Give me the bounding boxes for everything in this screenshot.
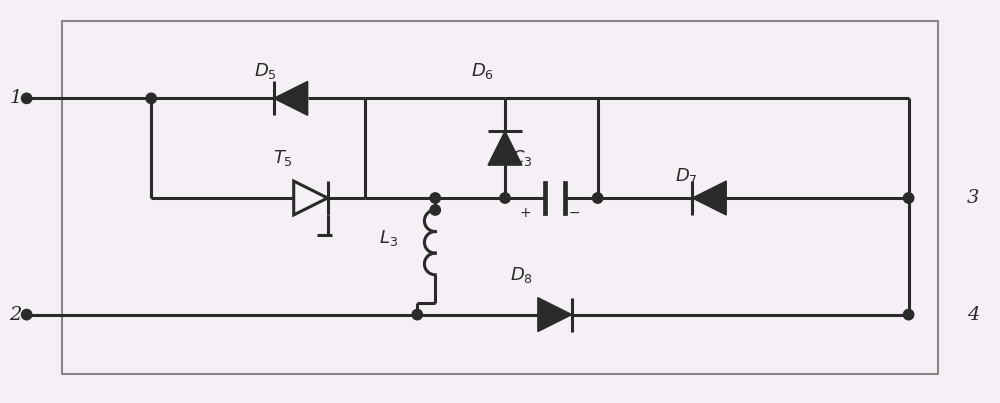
Text: 2: 2 <box>9 305 22 324</box>
Circle shape <box>430 205 440 215</box>
Circle shape <box>903 310 914 320</box>
Text: $C_3$: $C_3$ <box>511 148 533 168</box>
Circle shape <box>412 310 422 320</box>
Circle shape <box>146 93 156 104</box>
Polygon shape <box>692 181 726 215</box>
Polygon shape <box>488 131 522 165</box>
Circle shape <box>903 193 914 203</box>
Text: +: + <box>519 206 531 220</box>
Text: $T_5$: $T_5$ <box>273 148 293 168</box>
Text: $D_7$: $D_7$ <box>675 166 698 186</box>
Circle shape <box>500 193 510 203</box>
Text: $D_5$: $D_5$ <box>254 61 277 81</box>
Text: 1: 1 <box>9 89 22 107</box>
Text: 3: 3 <box>967 189 980 207</box>
Polygon shape <box>538 298 572 332</box>
Text: −: − <box>569 206 581 220</box>
Circle shape <box>430 193 440 203</box>
Text: $D_6$: $D_6$ <box>471 61 494 81</box>
Text: $L_3$: $L_3$ <box>379 228 398 248</box>
Text: $D_8$: $D_8$ <box>510 265 533 285</box>
Circle shape <box>592 193 603 203</box>
Polygon shape <box>274 81 308 115</box>
Circle shape <box>21 310 32 320</box>
Bar <box>62 21 938 374</box>
Circle shape <box>21 93 32 104</box>
Text: 4: 4 <box>967 305 980 324</box>
